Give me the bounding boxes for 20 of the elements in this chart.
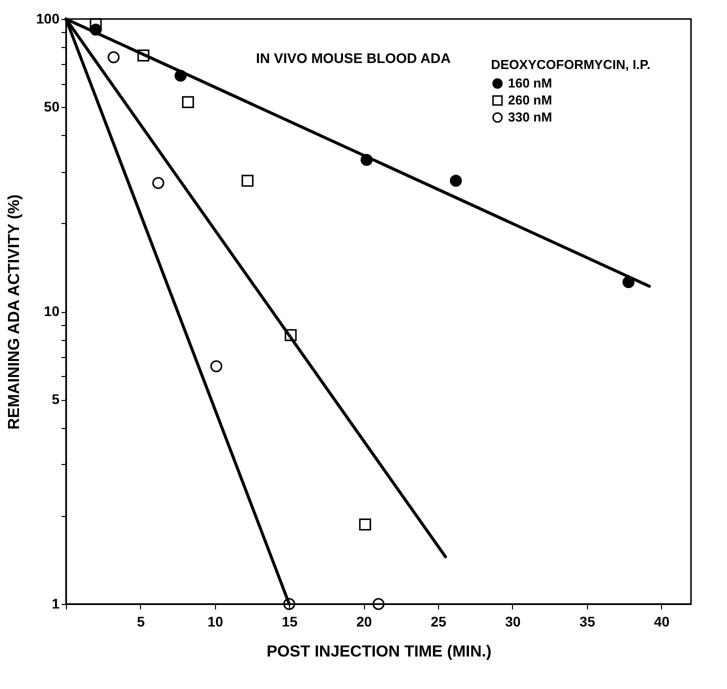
y-tick-label: 10 [44, 303, 60, 319]
y-tick-label: 5 [52, 391, 60, 408]
x-tick-label: 10 [208, 614, 224, 630]
x-tick-label: 15 [282, 614, 298, 630]
y-tick-label: 1 [52, 596, 60, 612]
annotation: IN VIVO MOUSE BLOOD ADA [256, 50, 451, 66]
x-axis-title: POST INJECTION TIME (MIN.) [266, 644, 492, 660]
legend-label: 330 nM [508, 110, 552, 124]
legend-label: 160 nM [508, 76, 552, 90]
x-tick-label: 35 [580, 614, 596, 630]
x-tick-label: 30 [505, 614, 521, 630]
x-tick-label: 40 [654, 614, 670, 630]
x-tick-label: 25 [430, 614, 447, 630]
y-axis-title: REMAINING ADA ACTIVITY (%) [6, 194, 24, 430]
y-tick-label: 50 [44, 98, 60, 115]
x-tick-label: 5 [137, 614, 146, 630]
y-tick-label: 100 [36, 10, 60, 26]
legend-title: DEOXYCOFORMYCIN, I.P. [491, 57, 650, 72]
legend-label: 260 nM [508, 92, 552, 108]
x-tick-label: 20 [356, 614, 372, 630]
